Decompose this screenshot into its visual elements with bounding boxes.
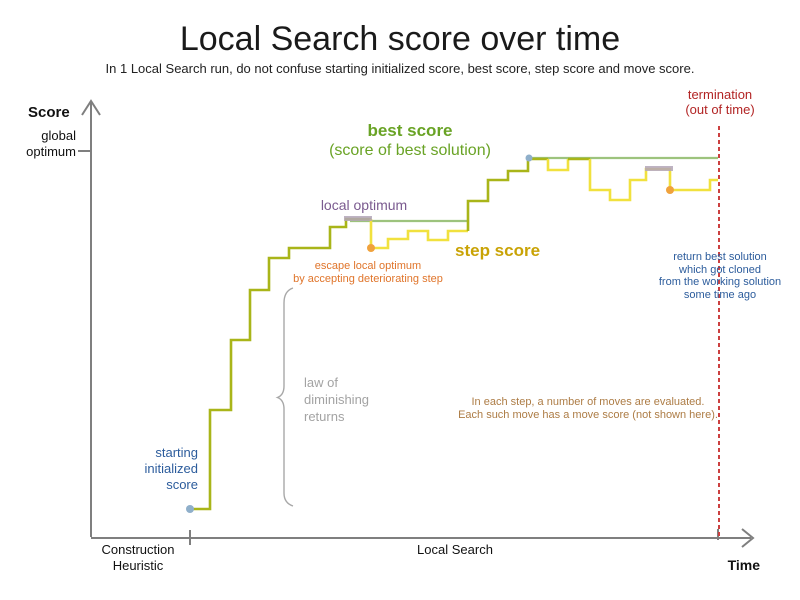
- starting-line1: starting: [155, 445, 198, 460]
- construction-line1: Construction: [101, 542, 175, 557]
- chart-series-group: [186, 126, 720, 537]
- return-best-solution-note: return best solution which got cloned fr…: [634, 251, 800, 301]
- best-score-sublabel: (score of best solution): [329, 142, 491, 159]
- curly-brace-icon: [275, 287, 294, 507]
- x-axis-label: Time: [727, 557, 760, 573]
- moves-note-line1: In each step, a number of moves are eval…: [471, 396, 705, 408]
- best-score-label: best score: [367, 121, 453, 140]
- starting-score-dot: [186, 505, 194, 513]
- global-optimum-line1: global: [41, 128, 76, 143]
- law-note-line2: diminishing: [304, 392, 370, 407]
- step-line-improving-2: [466, 157, 548, 231]
- return-note-line4: some time ago: [683, 288, 757, 301]
- law-note-line3: returns: [304, 409, 345, 424]
- best-solution-dot: [525, 154, 533, 162]
- starting-line2: initialized: [144, 461, 198, 476]
- page-title: Local Search score over time: [179, 20, 621, 58]
- global-optimum-label: global optimum: [0, 128, 76, 159]
- step-score-label: step score: [455, 241, 541, 260]
- x-axis-arrow-icon: [741, 528, 755, 548]
- step-line-improving-1: [190, 217, 371, 511]
- step-line-deteriorated-2: [546, 159, 570, 172]
- local-optimum-label: local optimum: [320, 197, 408, 213]
- return-note-line1: return best solution: [673, 251, 767, 263]
- termination-label: termination (out of time): [650, 87, 790, 117]
- local-search-label: Local Search: [417, 542, 493, 557]
- construction-line2: Heuristic: [112, 558, 164, 573]
- law-note-line1: law of: [304, 375, 338, 390]
- y-axis-label: Score: [28, 104, 70, 121]
- escape-note: escape local optimum by accepting deteri…: [268, 260, 468, 285]
- starting-score-label: starting initialized score: [98, 445, 198, 493]
- return-note-line3: from the working solution: [658, 276, 782, 288]
- moves-note-line2: Each such move has a move score (not sho…: [458, 408, 718, 421]
- escape-note-line1: escape local optimum: [314, 260, 422, 272]
- escape-step-dot-1: [367, 244, 375, 252]
- step-line-deteriorated-3: [588, 159, 718, 202]
- escape-step-dot-2: [666, 186, 674, 194]
- starting-line3: score: [166, 477, 198, 492]
- global-optimum-line2: optimum: [26, 143, 76, 159]
- page-subtitle: In 1 Local Search run, do not confuse st…: [105, 61, 695, 76]
- termination-line1: termination: [687, 87, 753, 102]
- step-line-deteriorated-1: [369, 219, 468, 250]
- construction-heuristic-label: Construction Heuristic: [78, 542, 198, 574]
- diminishing-returns-note: law of diminishing returns: [304, 374, 369, 425]
- return-note-line2: which got cloned: [679, 263, 761, 276]
- escape-note-line2: by accepting deteriorating step: [293, 272, 443, 285]
- y-axis-arrow-icon: [81, 99, 101, 116]
- move-score-note: In each step, a number of moves are eval…: [438, 396, 738, 421]
- termination-line2: (out of time): [685, 102, 755, 117]
